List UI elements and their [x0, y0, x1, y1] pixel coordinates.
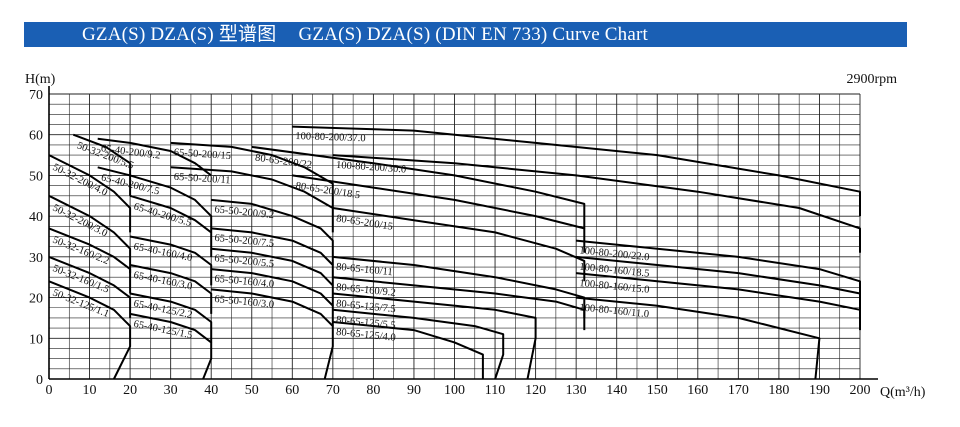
chart-ticks: 0 10 20 30 40 50 60 70 80 90 100 110 120 130 140 150 160… [29, 88, 871, 398]
y-tick-label: 30 [29, 251, 43, 266]
series-curve [332, 321, 484, 379]
series-curve [129, 312, 213, 380]
x-tick-label: 60 [285, 383, 299, 398]
speed-label: 2900rpm [846, 72, 897, 87]
series-label: 50-32-200/3.0 [51, 203, 109, 240]
series-label: 100-80-200/30.0 [336, 160, 407, 176]
x-tick-label: 110 [485, 383, 505, 398]
series-curve [211, 227, 334, 286]
banner-title: GZA(S) DZA(S) 型谱图 GZA(S) DZA(S) (DIN EN 7… [82, 22, 648, 47]
series-label: 80-65-160/11 [336, 262, 394, 279]
series-curve [292, 174, 586, 253]
x-tick-label: 170 [728, 383, 749, 398]
x-tick-label: 90 [407, 383, 421, 398]
series-curve [48, 194, 132, 274]
series-curve [72, 133, 132, 196]
x-tick-label: 130 [566, 383, 587, 398]
series-curve [251, 145, 586, 229]
series-curve [170, 166, 334, 233]
x-tick-label: 50 [245, 383, 259, 398]
series-curve [332, 207, 586, 282]
series-label: 65-40-160/4.0 [133, 241, 194, 264]
series-label: 65-50-200/15 [173, 147, 231, 162]
series-curve [48, 154, 132, 233]
series-curve [211, 268, 334, 327]
series-curve [576, 296, 821, 380]
title-banner: GZA(S) DZA(S) 型谱图 GZA(S) DZA(S) (DIN EN 7… [24, 22, 907, 47]
series-curve [129, 194, 213, 257]
series-curve [332, 255, 586, 318]
title-en: GZA(S) DZA(S) (DIN EN 733) Curve Chart [298, 24, 648, 45]
series-label: 100-80-200/37.0 [295, 131, 366, 144]
x-tick-label: 140 [606, 383, 627, 398]
x-tick-label: 40 [204, 383, 218, 398]
x-tick-label: 30 [164, 383, 178, 398]
series-curve [48, 227, 132, 294]
x-tick-label: 150 [647, 383, 668, 398]
series-curve [48, 280, 132, 380]
series-curve [332, 308, 505, 380]
y-tick-label: 20 [29, 292, 43, 307]
x-tick-label: 70 [326, 383, 340, 398]
series-curve [332, 276, 586, 331]
chart-curves [48, 125, 861, 380]
series-curve [48, 255, 132, 318]
y-tick-label: 40 [29, 210, 43, 225]
x-tick-label: 80 [366, 383, 380, 398]
series-curve [129, 264, 213, 314]
series-label: 65-50-200/11 [173, 172, 230, 187]
series-curve [211, 198, 334, 265]
series-curve [129, 235, 213, 286]
series-curve [211, 288, 334, 380]
series-curve [332, 154, 861, 253]
x-tick-label: 190 [809, 383, 830, 398]
x-tick-label: 180 [768, 383, 789, 398]
y-tick-label: 10 [29, 332, 43, 347]
y-tick-label: 60 [29, 129, 43, 144]
y-tick-label: 50 [29, 169, 43, 184]
series-curve [129, 292, 213, 343]
y-axis-label: H(m) [25, 72, 56, 87]
series-curve [97, 137, 212, 177]
x-tick-label: 200 [850, 383, 871, 398]
series-curve [576, 239, 861, 298]
x-axis-label: Q(m³/h) [880, 385, 926, 400]
series-curve [170, 141, 334, 208]
series-curve [211, 247, 334, 306]
x-tick-label: 10 [83, 383, 97, 398]
series-label: 65-40-160/3.0 [133, 270, 194, 293]
x-tick-label: 100 [444, 383, 465, 398]
series-label: 80-65-200/22 [254, 153, 312, 171]
series-curve [332, 292, 537, 380]
title-cn: GZA(S) DZA(S) 型谱图 [82, 24, 277, 45]
series-curve [292, 125, 861, 217]
x-tick-label: 0 [46, 383, 53, 398]
x-tick-label: 160 [687, 383, 708, 398]
series-label: 100-80-160/15.0 [579, 278, 650, 296]
series-curve [576, 255, 861, 310]
y-tick-label: 70 [29, 88, 43, 103]
x-tick-label: 120 [525, 383, 546, 398]
y-tick-label: 0 [36, 373, 43, 388]
series-curve [575, 272, 861, 331]
x-tick-label: 20 [123, 383, 137, 398]
series-curve [97, 166, 213, 233]
series-label: 65-50-200/9.2 [214, 204, 275, 221]
